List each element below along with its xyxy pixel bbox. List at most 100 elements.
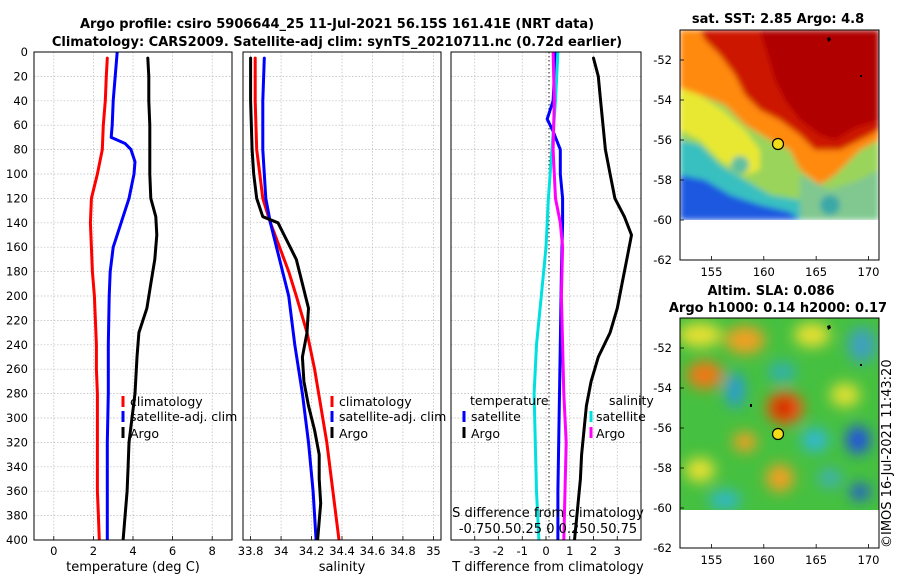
legend-label-satellite: satellite-adj. clim — [130, 409, 237, 424]
y-tick-label: 140 — [6, 216, 28, 230]
salinity-legend: climatology satellite-adj. clim Argo — [330, 394, 446, 441]
sst-field — [680, 30, 879, 220]
map-y-tick-label: -60 — [653, 501, 672, 515]
x-tick-label: -2 — [493, 544, 504, 558]
legend-label-t-satellite: satellite — [471, 409, 521, 424]
depth-tick-labels: 0 20 40 60 80 100 120 140 160 180 200 220 240 260 280 3… — [6, 45, 28, 547]
y-tick-label: 340 — [6, 460, 28, 474]
map-y-tick-label: -52 — [653, 53, 672, 67]
x-tick-label: 34.6 — [360, 544, 386, 558]
series-line-t-satellite — [545, 52, 565, 540]
difference-lines — [532, 52, 633, 540]
y-tick-label: 220 — [6, 313, 28, 327]
x-tick-label: 34.4 — [329, 544, 355, 558]
map-y-tick-label: -54 — [653, 93, 672, 107]
legend-label-t-argo: Argo — [471, 426, 500, 441]
x-tick-label: 0 — [50, 544, 57, 558]
temperature-grid — [34, 51, 232, 541]
sla-coastlines — [750, 325, 862, 407]
sla-field — [680, 318, 879, 510]
imos-watermark: ©IMOS 16-Jul-2021 11:43:20 — [880, 359, 895, 548]
y-tick-label: 400 — [6, 533, 28, 547]
temperature-tick-labels: 0 2 4 6 8 — [50, 536, 216, 558]
chart-title-line1: Argo profile: csiro 5906644_25 11-Jul-20… — [80, 17, 594, 32]
difference-axes-box — [450, 51, 642, 541]
x-tick-label: 35 — [426, 544, 441, 558]
series-line-argo — [249, 56, 323, 540]
y-tick-label: 240 — [6, 338, 28, 352]
map-x-tick-label: 155 — [700, 265, 722, 279]
temperature-axes-box — [33, 51, 233, 541]
y-tick-label: 300 — [6, 411, 28, 425]
sla-argo-marker — [771, 427, 785, 441]
map-x-tick-label: 155 — [700, 553, 722, 567]
map-y-tick-label: -62 — [653, 541, 672, 555]
temperature-xlabel: temperature (deg C) — [66, 560, 200, 575]
series-line-satellite-adj-clim — [261, 56, 318, 540]
difference-panel: -3 -2 -1 0 1 2 3 S difference from climatology… — [450, 51, 654, 575]
x-tick-label: 33.8 — [238, 544, 264, 558]
sst-map-title: sat. SST: 2.85 Argo: 4.8 — [692, 12, 864, 27]
difference-tick-labels: -3 -2 -1 0 1 2 3 — [469, 536, 621, 558]
difference-legend-salinity: salinity satellite Argo — [589, 393, 654, 441]
map-x-tick-label: 160 — [753, 553, 775, 567]
map-y-tick-label: -60 — [653, 213, 672, 227]
salinity-xlabel: salinity — [319, 560, 366, 575]
difference-xlabel: T difference from climatology — [451, 560, 644, 575]
y-tick-label: 260 — [6, 362, 28, 376]
y-tick-label: 180 — [6, 265, 28, 279]
x-tick-label: 2 — [590, 544, 597, 558]
salinity-tick-labels: 33.8 34 34.2 34.4 34.6 34.8 35 — [238, 536, 441, 558]
map-x-tick-label: 165 — [805, 265, 827, 279]
sst-coastlines — [827, 37, 862, 77]
map-y-tick-label: -58 — [653, 173, 672, 187]
sla-tick-labels: 155 160 165 170 -52 -54 -56 -58 -60 -62 — [653, 341, 879, 567]
legend-label-climatology: climatology — [130, 394, 203, 409]
x-tick-label: 6 — [169, 544, 176, 558]
x-tick-label: 34.8 — [390, 544, 416, 558]
map-y-tick-label: -56 — [653, 421, 672, 435]
map-x-tick-label: 170 — [858, 553, 880, 567]
x-tick-label: 4 — [129, 544, 136, 558]
sla-axes-box — [679, 317, 880, 549]
map-y-tick-label: -56 — [653, 133, 672, 147]
y-tick-label: 60 — [13, 118, 28, 132]
x-tick-label: 2 — [90, 544, 97, 558]
legend-title-salinity: salinity — [609, 393, 654, 408]
chart-title-line2: Climatology: CARS2009. Satellite-adj cli… — [52, 35, 622, 50]
y-tick-label: 100 — [6, 167, 28, 181]
legend-label-climatology: climatology — [339, 394, 412, 409]
x-tick-label: -3 — [469, 544, 480, 558]
sla-map-title-line2: Argo h1000: 0.14 h2000: 0.17 — [669, 301, 887, 316]
series-line-t-argo — [573, 56, 633, 540]
salinity-grid — [243, 51, 441, 541]
y-tick-label: 120 — [6, 191, 28, 205]
legend-title-temperature: temperature — [470, 393, 549, 408]
map-x-tick-label: 160 — [753, 265, 775, 279]
map-y-tick-label: -58 — [653, 461, 672, 475]
sst-argo-marker — [771, 137, 785, 151]
x-tick-label: 0 — [542, 544, 549, 558]
legend-label-s-satellite: satellite — [596, 409, 646, 424]
difference-grid — [451, 51, 641, 541]
map-y-tick-label: -54 — [653, 381, 672, 395]
x-tick-label: 3 — [614, 544, 621, 558]
map-y-tick-label: -52 — [653, 341, 672, 355]
y-tick-label: 320 — [6, 435, 28, 449]
series-line-argo — [121, 56, 159, 540]
series-line-satellite-adj-clim — [105, 52, 137, 540]
series-line-climatology — [253, 56, 341, 540]
map-y-tick-label: -62 — [653, 253, 672, 267]
temperature-lines — [88, 52, 159, 540]
y-tick-label: 40 — [13, 94, 28, 108]
legend-label-s-argo: Argo — [596, 426, 625, 441]
sst-map-panel: sat. SST: 2.85 Argo: 4.8 155 160 165 170 -52… — [653, 12, 879, 279]
series-line-s-argo — [551, 52, 568, 540]
temperature-panel: 0204060801001201401601802002202402602803… — [6, 45, 237, 575]
y-tick-label: 80 — [13, 143, 28, 157]
x-tick-label: 8 — [209, 544, 216, 558]
y-tick-label: 20 — [13, 69, 28, 83]
salinity-axes-box — [242, 51, 442, 541]
map-x-tick-label: 165 — [805, 553, 827, 567]
sst-axes-box — [679, 29, 880, 261]
